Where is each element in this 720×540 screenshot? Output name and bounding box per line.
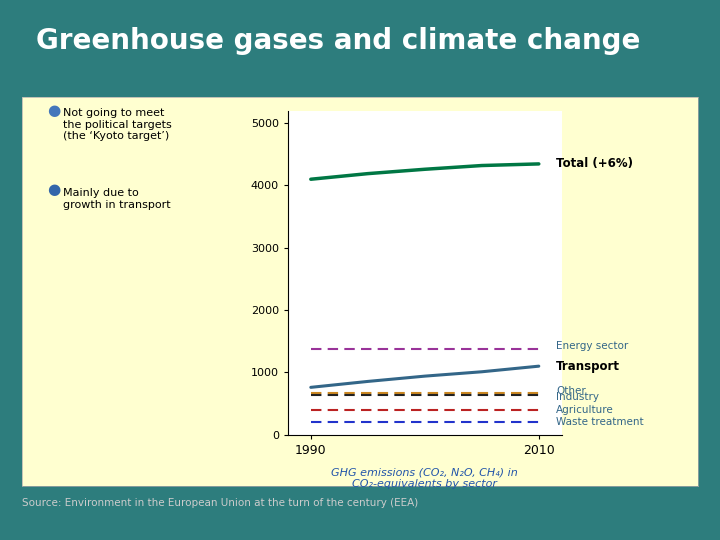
Text: Mainly due to
growth in transport: Mainly due to growth in transport	[63, 188, 171, 210]
Text: Total (+6%): Total (+6%)	[556, 158, 633, 171]
Text: ●: ●	[47, 181, 60, 197]
Text: Other: Other	[556, 387, 585, 396]
Text: Waste treatment: Waste treatment	[556, 417, 644, 427]
Text: Energy sector: Energy sector	[556, 341, 628, 351]
Text: Agriculture: Agriculture	[556, 406, 613, 415]
Text: Not going to meet
the political targets
(the ‘Kyoto target’): Not going to meet the political targets …	[63, 108, 172, 141]
Text: GHG emissions (CO₂, N₂O, CH₄) in
CO₂-equivalents by sector: GHG emissions (CO₂, N₂O, CH₄) in CO₂-equ…	[331, 467, 518, 489]
Text: Source: Environment in the European Union at the turn of the century (EEA): Source: Environment in the European Unio…	[22, 497, 418, 508]
Text: Transport: Transport	[556, 360, 620, 373]
Text: Industry: Industry	[556, 392, 599, 402]
Text: ●: ●	[47, 103, 60, 118]
Text: Greenhouse gases and climate change: Greenhouse gases and climate change	[36, 27, 640, 55]
